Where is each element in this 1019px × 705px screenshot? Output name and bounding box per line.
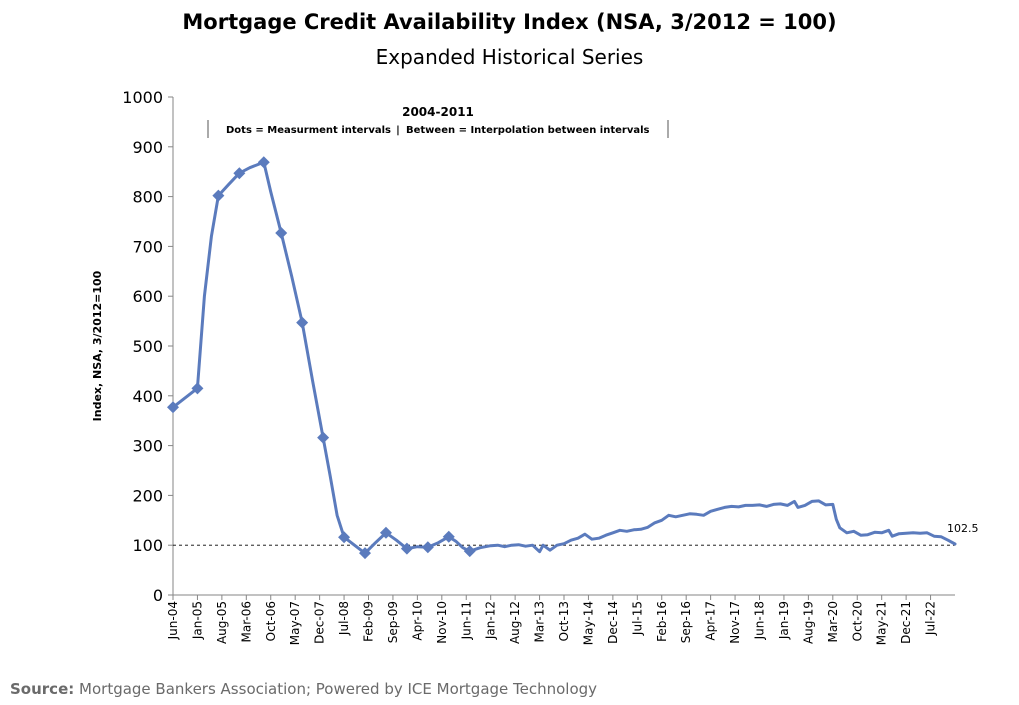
x-tick-label: Dec-21	[899, 601, 913, 644]
y-tick-label: 0	[153, 586, 163, 605]
data-point-marker	[212, 189, 225, 202]
data-point-marker	[338, 531, 351, 544]
data-point-marker	[257, 156, 270, 169]
x-tick-label: Nov-17	[728, 601, 742, 644]
y-tick-label: 200	[132, 486, 163, 505]
x-tick-label: Mar-06	[239, 601, 253, 642]
x-tick-label: Jan-05	[190, 601, 204, 640]
annotation-note-left: Dots = Measurment intervals	[226, 125, 391, 136]
series-line-mcai	[171, 160, 957, 555]
x-tick-label: May-14	[581, 601, 595, 645]
x-tick-label: Jan-12	[484, 601, 498, 640]
data-point-marker	[275, 226, 288, 239]
data-point-marker	[463, 545, 476, 558]
y-tick-label: 100	[132, 536, 163, 555]
annotation-separator: |	[396, 125, 400, 136]
x-tick-label: Dec-07	[313, 601, 327, 644]
annotation-note-right: Between = Interpolation between interval…	[406, 125, 650, 136]
data-point-marker	[421, 541, 434, 554]
x-tick-label: Jul-15	[630, 601, 644, 636]
x-axis: Jun-04 Jan-05 Aug-05 Mar-06 Oct-06 May-07 Dec-…	[166, 594, 955, 645]
x-tick-label: Jul-08	[337, 601, 351, 636]
source-note: Source: Mortgage Bankers Association; Po…	[10, 680, 597, 698]
x-tick-label: Jun-18	[753, 601, 767, 640]
x-tick-label: Sep-09	[386, 601, 400, 643]
x-tick-label: Apr-17	[704, 601, 718, 641]
x-tick-label: Jun-04	[166, 601, 180, 640]
y-tick-label: 600	[132, 287, 163, 306]
x-tick-label: Jan-19	[777, 601, 791, 640]
y-tick-label: 300	[132, 437, 163, 456]
y-tick-label: 500	[132, 337, 163, 356]
x-tick-label: Feb-09	[362, 601, 376, 642]
x-tick-label: Feb-16	[655, 601, 669, 642]
y-tick-label: 400	[132, 387, 163, 406]
annotation-2004-2011: 2004-2011 Dots = Measurment intervals | …	[207, 105, 669, 138]
data-point-marker	[167, 401, 179, 414]
data-point-marker	[400, 542, 413, 555]
x-tick-label: Nov-10	[435, 601, 449, 644]
x-tick-label: Mar-13	[533, 601, 547, 642]
x-tick-label: Oct-06	[264, 601, 278, 641]
y-tick-label: 1000	[122, 88, 163, 107]
data-point-marker	[317, 431, 330, 444]
x-tick-label: May-21	[875, 601, 889, 645]
last-value-label: 102.5	[947, 522, 979, 535]
y-tick-label: 700	[132, 237, 163, 256]
x-tick-label: Mar-20	[826, 601, 840, 642]
x-tick-label: Aug-19	[801, 601, 815, 644]
series-markers	[167, 156, 476, 560]
x-tick-label: Sep-16	[679, 601, 693, 643]
data-point-marker	[233, 167, 246, 180]
y-tick-label: 800	[132, 188, 163, 207]
x-tick-label: Jun-11	[459, 601, 473, 640]
y-tick-label: 900	[132, 138, 163, 157]
x-tick-label: Aug-12	[508, 601, 522, 644]
x-tick-label: Oct-13	[557, 601, 571, 641]
chart-title: Mortgage Credit Availability Index (NSA,…	[182, 10, 837, 34]
data-point-marker	[191, 382, 204, 395]
x-tick-label: Jul-22	[924, 601, 938, 636]
data-point-marker	[379, 526, 392, 539]
source-label: Source:	[10, 680, 75, 698]
x-tick-label: Apr-10	[410, 601, 424, 641]
y-axis: 0 100 200 300 400 500 600 700 800 900 1000	[122, 88, 174, 605]
annotation-heading: 2004-2011	[402, 105, 474, 119]
x-tick-label: Oct-20	[850, 601, 864, 641]
chart-subtitle: Expanded Historical Series	[375, 45, 644, 69]
y-axis-label: Index, NSA, 3/2012=100	[91, 270, 104, 421]
x-tick-label: May-07	[288, 601, 302, 645]
source-text: Mortgage Bankers Association; Powered by…	[79, 680, 598, 698]
x-tick-label: Dec-14	[606, 601, 620, 644]
data-point-marker	[359, 547, 372, 560]
x-tick-label: Aug-05	[215, 601, 229, 644]
data-point-marker	[296, 316, 309, 329]
data-point-marker	[442, 530, 455, 543]
